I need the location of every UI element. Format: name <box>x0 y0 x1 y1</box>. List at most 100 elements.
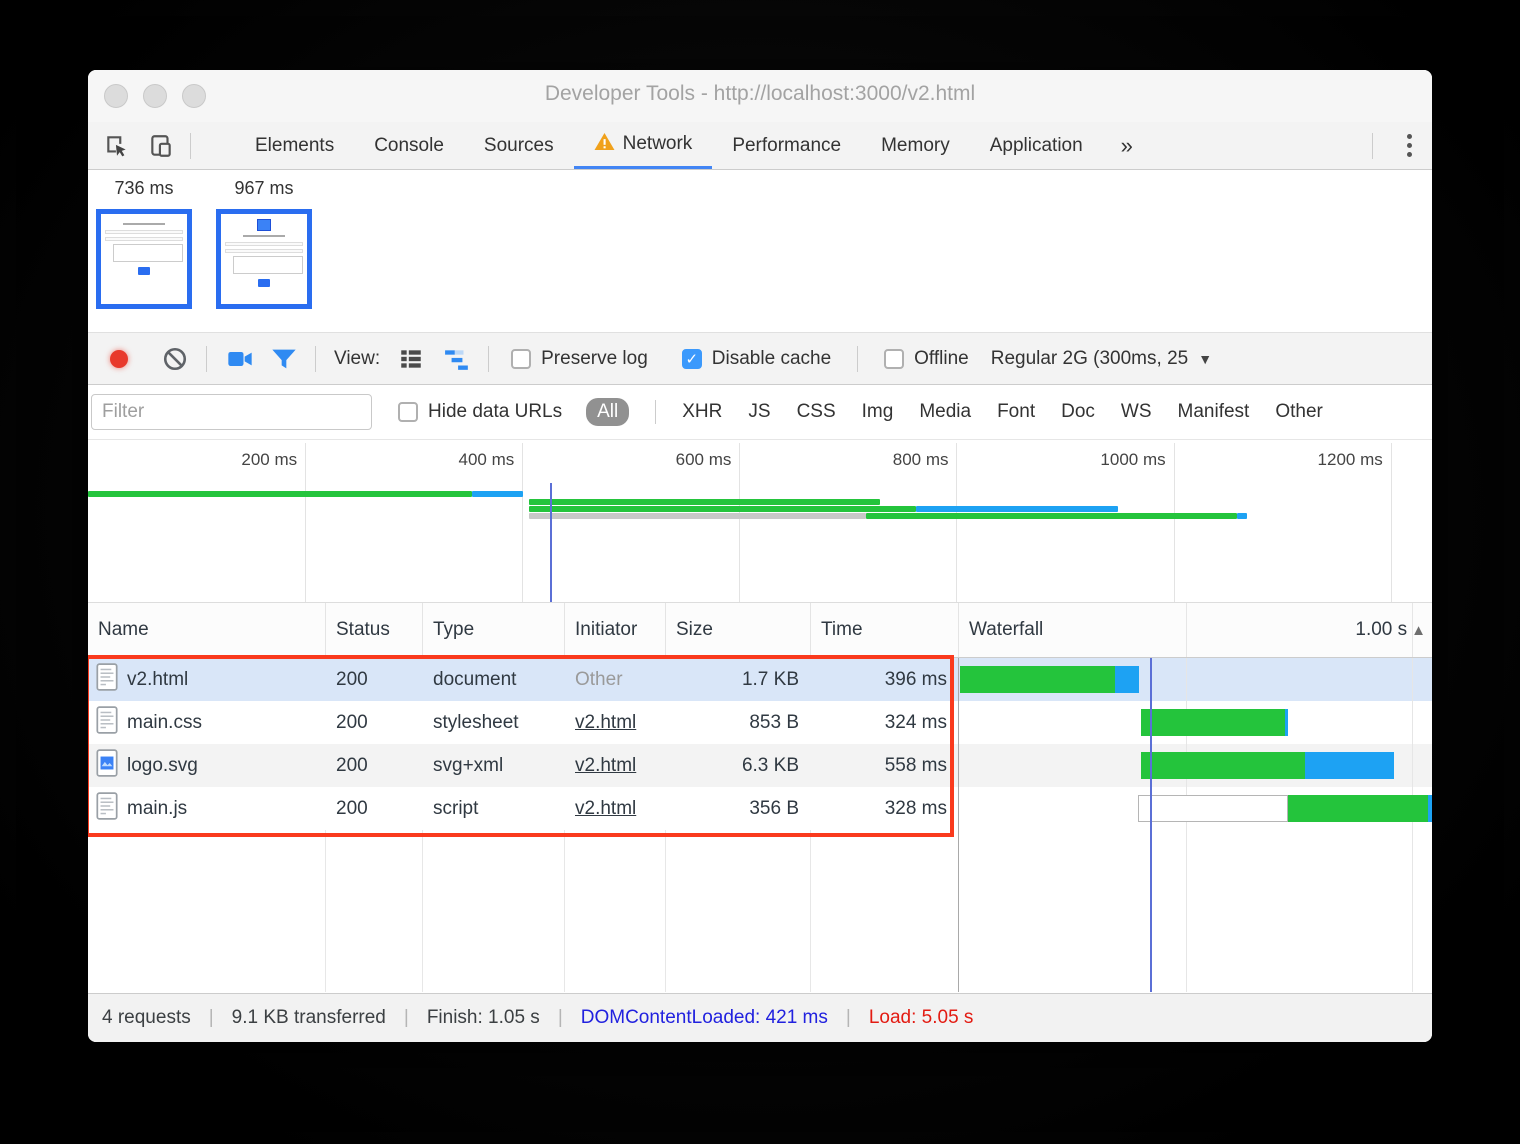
overview-gridline <box>522 443 524 602</box>
overview-bar-main.js <box>866 513 1237 519</box>
preserve-log-checkbox[interactable] <box>511 348 532 369</box>
filter-type-xhr[interactable]: XHR <box>682 401 723 422</box>
record-button[interactable] <box>102 342 136 376</box>
cell-status: 200 <box>336 668 368 690</box>
overview-bar-main.js <box>528 513 867 519</box>
close-window-button[interactable] <box>104 84 128 108</box>
column-header-waterfall[interactable]: Waterfall 1.00 s ▲ <box>959 603 1432 657</box>
column-separator <box>958 830 959 992</box>
tab-network[interactable]: Network <box>573 122 713 169</box>
thumbnail-mock-title <box>242 235 286 237</box>
filter-type-css[interactable]: CSS <box>796 401 836 422</box>
cell-time: 328 ms <box>884 797 947 819</box>
requests-table-body: v2.html 200 document Other 1.7 KB 396 ms main.… <box>88 658 1432 992</box>
cell-size: 1.7 KB <box>741 668 799 690</box>
filter-type-all[interactable]: All <box>586 398 630 426</box>
cell-time: 558 ms <box>884 754 947 776</box>
tab-application[interactable]: Application <box>970 122 1103 169</box>
zoom-window-button[interactable] <box>182 84 206 108</box>
document-file-icon <box>96 662 118 697</box>
filmstrip-strip: 736 ms 967 ms <box>88 170 1432 332</box>
kebab-menu-icon[interactable] <box>1387 134 1432 157</box>
tab-label: Network <box>622 133 693 154</box>
request-name: logo.svg <box>127 754 198 776</box>
column-header-type[interactable]: Type <box>423 603 565 657</box>
overview-tick-label: 1200 ms <box>1317 450 1383 469</box>
document-file-icon <box>96 705 118 740</box>
initiator-link[interactable]: v2.html <box>575 754 637 776</box>
filter-type-other[interactable]: Other <box>1275 401 1323 422</box>
waterfall-bar-waiting <box>1140 709 1286 736</box>
offline-checkbox[interactable] <box>884 348 905 369</box>
column-header-time[interactable]: Time <box>811 603 959 657</box>
column-header-name[interactable]: Name <box>88 603 326 657</box>
hide-data-urls-checkbox[interactable] <box>398 402 418 422</box>
list-view-icon[interactable] <box>394 342 428 376</box>
tab-elements[interactable]: Elements <box>235 122 354 169</box>
table-row-v2.html[interactable]: v2.html 200 document Other 1.7 KB 396 ms <box>88 658 1432 701</box>
cell-initiator: v2.html <box>565 712 666 734</box>
cell-type: svg+xml <box>433 754 504 776</box>
request-name: v2.html <box>127 668 189 690</box>
cell-name: main.css <box>88 705 326 740</box>
domcontentloaded-marker-line <box>550 483 553 602</box>
filmstrip-thumbnail[interactable] <box>96 209 192 309</box>
throttling-select[interactable]: Regular 2G (300ms, 25 ▼ <box>991 348 1212 370</box>
filter-funnel-icon[interactable] <box>267 342 301 376</box>
initiator-link[interactable]: v2.html <box>575 711 637 733</box>
filter-type-js[interactable]: JS <box>748 401 771 422</box>
status-item: DOMContentLoaded: 421 ms <box>580 1007 828 1028</box>
minimize-window-button[interactable] <box>143 84 167 108</box>
overview-bar-logo.svg <box>916 506 1119 512</box>
tab-memory[interactable]: Memory <box>861 122 970 169</box>
waterfall-bar-stalled <box>1138 795 1289 822</box>
table-row-main.js[interactable]: main.js 200 script v2.html 356 B 328 ms <box>88 787 1432 830</box>
cell-name: logo.svg <box>88 748 326 783</box>
tab-label: Performance <box>732 134 842 156</box>
initiator-link[interactable]: v2.html <box>575 797 637 819</box>
capture-screenshots-icon[interactable] <box>223 342 257 376</box>
divider <box>206 345 207 372</box>
waterfall-gridline <box>1412 658 1414 701</box>
column-header-initiator[interactable]: Initiator <box>565 603 666 657</box>
thumbnail-mock-button <box>138 267 150 275</box>
overview-gridline <box>956 443 958 602</box>
waterfall-view-icon[interactable] <box>440 342 474 376</box>
cell-size: 356 B <box>749 797 799 819</box>
column-header-size[interactable]: Size <box>666 603 811 657</box>
filter-type-font[interactable]: Font <box>997 401 1036 422</box>
device-toolbar-icon[interactable] <box>146 131 176 161</box>
offline-toggle[interactable]: Offline <box>884 348 969 370</box>
cell-type: script <box>433 797 479 819</box>
tab-sources[interactable]: Sources <box>464 122 574 169</box>
table-row-logo.svg[interactable]: logo.svg 200 svg+xml v2.html 6.3 KB 558 ms <box>88 744 1432 787</box>
clear-requests-icon[interactable] <box>158 342 192 376</box>
filter-type-manifest[interactable]: Manifest <box>1177 401 1250 422</box>
inspect-element-icon[interactable] <box>102 131 132 161</box>
preserve-log-toggle[interactable]: Preserve log <box>511 348 648 370</box>
filter-input[interactable] <box>91 394 372 430</box>
cell-size: 853 B <box>749 711 799 733</box>
tab-label: Elements <box>255 134 335 156</box>
filter-type-doc[interactable]: Doc <box>1061 401 1095 422</box>
sort-ascending-icon[interactable]: ▲ <box>1411 621 1426 639</box>
table-row-main.css[interactable]: main.css 200 stylesheet v2.html 853 B 324 ms <box>88 701 1432 744</box>
disable-cache-toggle[interactable]: ✓ Disable cache <box>681 348 831 370</box>
filter-type-ws[interactable]: WS <box>1120 401 1152 422</box>
request-name: main.css <box>127 711 202 733</box>
tab-performance[interactable]: Performance <box>712 122 861 169</box>
disable-cache-checkbox[interactable]: ✓ <box>681 348 702 369</box>
separator: | <box>403 1007 409 1028</box>
filter-type-img[interactable]: Img <box>861 401 894 422</box>
thumbnail-mock-input <box>225 249 303 253</box>
waterfall-gridline <box>1185 603 1187 657</box>
column-header-status[interactable]: Status <box>326 603 423 657</box>
more-tabs-button[interactable]: » <box>1120 132 1133 158</box>
tab-console[interactable]: Console <box>354 122 464 169</box>
network-overview-timeline[interactable]: 200 ms 400 ms 600 ms 800 ms 1000 ms 1200 ms <box>88 440 1432 603</box>
filmstrip-thumbnail[interactable] <box>216 209 312 309</box>
filter-type-media[interactable]: Media <box>919 401 972 422</box>
hide-data-urls-toggle[interactable]: Hide data URLs <box>398 401 562 423</box>
waterfall-gridline <box>1412 701 1414 744</box>
